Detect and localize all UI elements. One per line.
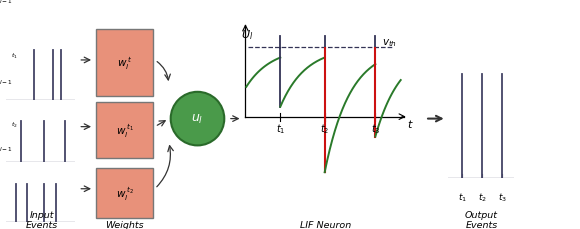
Text: Weights: Weights xyxy=(105,220,143,229)
Text: $w_l^{\,t_1}$: $w_l^{\,t_1}$ xyxy=(115,122,133,139)
Text: $v_{th}$: $v_{th}$ xyxy=(382,37,397,49)
Text: $_{l-1}$: $_{l-1}$ xyxy=(0,0,13,6)
FancyBboxPatch shape xyxy=(96,169,153,218)
Text: $^{t_1}$: $^{t_1}$ xyxy=(10,52,17,61)
FancyBboxPatch shape xyxy=(96,30,153,96)
Text: $u_l$: $u_l$ xyxy=(191,113,204,125)
Text: $_{l-1}$: $_{l-1}$ xyxy=(0,78,13,87)
Text: $t$: $t$ xyxy=(407,117,414,129)
Circle shape xyxy=(171,92,224,146)
Text: $t_1$: $t_1$ xyxy=(276,122,285,136)
Text: $_{l-1}$: $_{l-1}$ xyxy=(0,144,13,153)
Text: Input
Events: Input Events xyxy=(26,210,58,229)
Text: LIF Neuron: LIF Neuron xyxy=(300,220,351,229)
Text: Output
Events: Output Events xyxy=(465,210,498,229)
Text: $t_1$: $t_1$ xyxy=(458,191,467,203)
Text: $w_l^{\,t_2}$: $w_l^{\,t_2}$ xyxy=(115,185,133,202)
FancyBboxPatch shape xyxy=(96,103,153,158)
Text: $t_2$: $t_2$ xyxy=(320,122,329,136)
Text: $t_3$: $t_3$ xyxy=(371,122,380,136)
Text: $w_l^{\,t}$: $w_l^{\,t}$ xyxy=(117,55,132,71)
Text: $t_2$: $t_2$ xyxy=(478,191,487,203)
Text: $U_l$: $U_l$ xyxy=(241,28,253,42)
Text: $t_3$: $t_3$ xyxy=(498,191,507,203)
Text: $^{t_2}$: $^{t_2}$ xyxy=(10,120,17,129)
